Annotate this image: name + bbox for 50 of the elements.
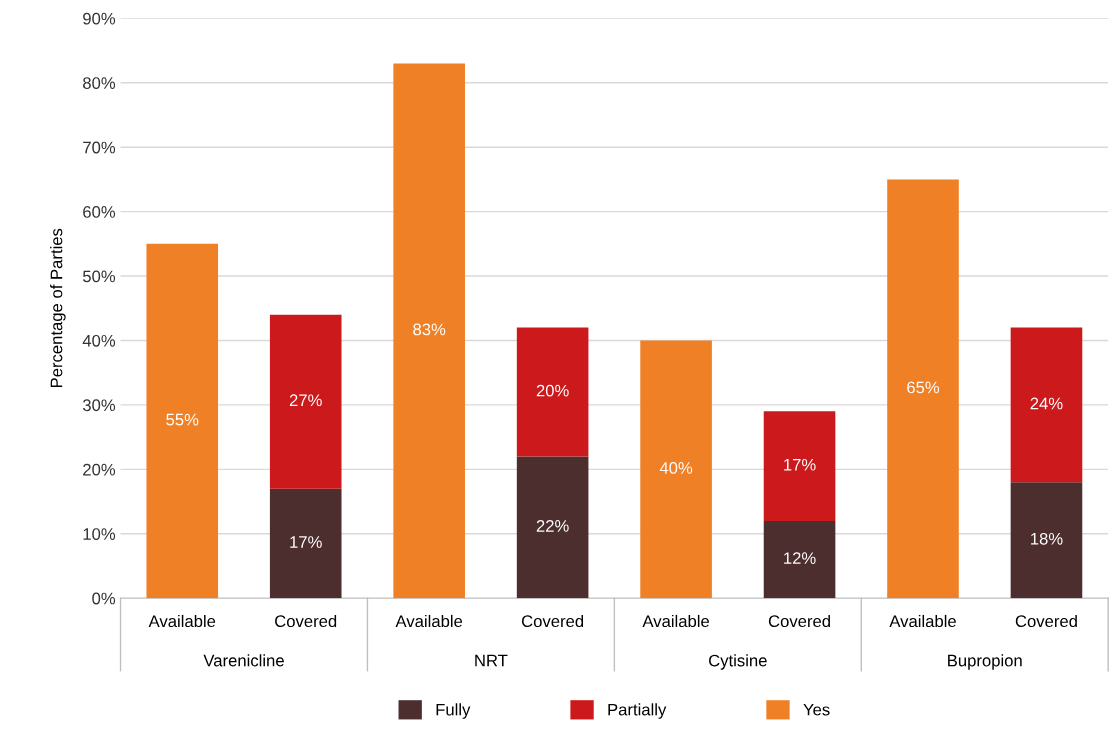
- x-tick-label: Available: [395, 614, 463, 628]
- y-tick-label: 0%: [92, 592, 116, 605]
- bar: [1010, 327, 1083, 483]
- data-label: 65%: [907, 381, 940, 394]
- data-label: 83%: [413, 323, 446, 336]
- data-label: 55%: [166, 413, 199, 426]
- text: Bupropion: [948, 654, 1022, 670]
- text: Cytisine: [709, 654, 767, 670]
- x-tick-label: Covered: [768, 614, 830, 628]
- legend-label: Partially: [608, 703, 667, 719]
- legend-label: Yes: [803, 703, 830, 716]
- text: Varenicline: [203, 654, 284, 667]
- y-tick-label: 10%: [83, 528, 116, 540]
- y-axis-title: Percentage of Parties: [50, 228, 66, 388]
- bar: [269, 488, 342, 599]
- x-tick-label: Covered: [275, 614, 337, 628]
- data-label: 27%: [289, 394, 322, 407]
- x-tick-label: Covered: [1015, 614, 1077, 628]
- bar: [1010, 482, 1083, 599]
- bar: [393, 63, 465, 599]
- x-tick-label: Available: [642, 614, 710, 628]
- data-label: 20%: [536, 384, 569, 397]
- y-tick-label: 30%: [82, 399, 116, 412]
- x-tick-label: Available: [148, 614, 216, 628]
- data-label: 22%: [536, 520, 569, 532]
- data-label: 12%: [784, 552, 816, 564]
- x-tick-label: Available: [889, 614, 956, 628]
- data-label: 17%: [784, 458, 816, 471]
- bar: [640, 340, 712, 599]
- y-tick-label: 40%: [82, 334, 116, 347]
- legend-label: Fully: [436, 703, 471, 719]
- data-label: 18%: [1031, 532, 1063, 545]
- bar: [516, 456, 589, 599]
- y-tick-label: 70%: [83, 141, 116, 154]
- y-tick-label: 60%: [83, 206, 116, 218]
- y-tick-label: 90%: [83, 12, 116, 25]
- text: NRT: [475, 654, 508, 667]
- bar: [516, 327, 589, 457]
- bar: [763, 411, 836, 521]
- bar: [146, 243, 219, 599]
- data-label: 17%: [290, 536, 322, 548]
- y-tick-label: 80%: [83, 77, 116, 89]
- y-tick-label: 50%: [82, 270, 116, 283]
- data-label: 40%: [659, 462, 693, 474]
- bar: [887, 179, 959, 599]
- x-tick-label: Covered: [521, 614, 584, 628]
- bar: [269, 314, 342, 489]
- y-tick-label: 20%: [83, 463, 116, 476]
- data-label: 24%: [1030, 397, 1063, 410]
- bar: [763, 520, 836, 599]
